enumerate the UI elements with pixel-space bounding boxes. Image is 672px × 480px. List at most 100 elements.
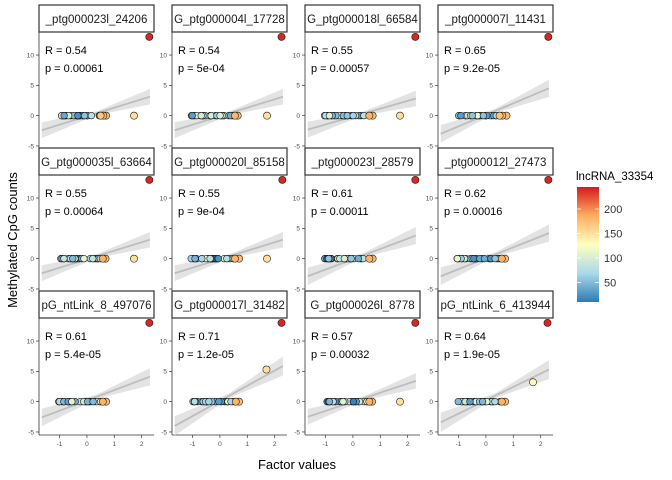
data-point xyxy=(349,398,358,406)
x-tick-label: 0 xyxy=(351,441,355,448)
data-point xyxy=(130,254,138,263)
data-point xyxy=(216,112,224,120)
data-point xyxy=(69,255,77,263)
y-tick-label: -5 xyxy=(294,429,300,436)
legend-colorbar xyxy=(577,187,599,302)
data-point xyxy=(87,112,96,120)
data-point xyxy=(325,398,334,406)
y-tick-label: 0 xyxy=(163,256,167,263)
trend-line xyxy=(41,375,151,419)
panel-r3-c3: G_ptg000026l_8778 -5 0 5 10 -1 0 1 2 R = 0.57 p = … xyxy=(293,290,421,448)
data-point xyxy=(349,112,357,120)
p-value-label: p = 1.2e-05 xyxy=(178,349,234,361)
strip-box xyxy=(171,147,288,176)
y-tick-label: -5 xyxy=(161,286,167,293)
y-tick-label: 5 xyxy=(429,226,433,233)
data-point xyxy=(340,255,348,263)
data-point xyxy=(411,318,420,327)
strip-box xyxy=(38,290,155,319)
strip-label: pG_ntLink_6_413944 xyxy=(441,300,552,312)
y-tick-label: 10 xyxy=(426,52,434,59)
y-tick-label: -5 xyxy=(161,429,167,436)
data-point xyxy=(145,318,154,327)
data-point xyxy=(478,398,487,406)
y-tick-label: 0 xyxy=(30,113,34,120)
strip-label: _ptg000012l_27473 xyxy=(444,157,547,169)
data-point xyxy=(278,175,287,184)
data-point xyxy=(468,112,476,120)
trend-line xyxy=(440,87,550,135)
y-tick-label: 5 xyxy=(30,226,34,233)
x-tick-label: 1 xyxy=(378,441,382,448)
y-tick-label: -5 xyxy=(28,429,34,436)
p-value-label: p = 5.4e-05 xyxy=(45,349,101,361)
strip-box xyxy=(304,290,421,319)
data-point xyxy=(365,111,374,120)
y-tick-label: 0 xyxy=(30,399,34,406)
data-point xyxy=(544,32,553,41)
data-point xyxy=(89,398,97,406)
legend-title: lncRNA_33354 xyxy=(576,171,654,183)
r-value-label: R = 0.55 xyxy=(45,188,87,200)
data-point xyxy=(206,255,214,263)
data-point xyxy=(80,255,88,263)
y-tick-label: 10 xyxy=(426,338,434,345)
data-point xyxy=(263,111,271,120)
data-point xyxy=(263,254,271,263)
data-point xyxy=(497,254,506,263)
y-tick-label: -5 xyxy=(28,286,34,293)
strip-label: G_ptg000018l_66584 xyxy=(307,14,418,26)
y-tick-label: 10 xyxy=(293,338,301,345)
data-point xyxy=(60,112,68,120)
x-tick-label: 1 xyxy=(245,441,249,448)
strip-label: _ptg000023l_28579 xyxy=(311,157,414,169)
y-tick-label: -5 xyxy=(28,143,34,150)
data-point xyxy=(543,318,552,327)
strip-label: G_ptg000020l_85158 xyxy=(174,157,285,169)
x-tick-label: 1 xyxy=(112,441,116,448)
y-tick-label: 0 xyxy=(429,399,433,406)
data-point xyxy=(347,255,355,263)
y-tick-label: 10 xyxy=(160,52,168,59)
y-tick-label: 0 xyxy=(429,113,433,120)
x-tick-label: 1 xyxy=(511,441,515,448)
data-point xyxy=(491,255,499,263)
y-tick-label: -5 xyxy=(294,286,300,293)
data-point xyxy=(325,112,334,120)
y-tick-label: 0 xyxy=(30,256,34,263)
r-value-label: R = 0.55 xyxy=(311,45,353,57)
p-value-label: p = 1.9e-05 xyxy=(444,349,500,361)
data-point xyxy=(89,255,97,263)
strip-label: _ptg000007l_11431 xyxy=(444,14,546,26)
strip-box xyxy=(171,290,288,319)
data-point xyxy=(198,255,206,263)
data-point xyxy=(98,254,107,263)
data-point xyxy=(231,397,240,406)
y-tick-label: -5 xyxy=(427,429,433,436)
p-value-label: p = 9.2e-05 xyxy=(444,63,500,75)
trend-line xyxy=(440,368,550,424)
legend-tick-label: 200 xyxy=(604,204,622,216)
data-point xyxy=(188,112,196,120)
strip-label: G_ptg000026l_8778 xyxy=(310,300,414,312)
panel-r3-c1: pG_ntLink_8_497076 -5 0 5 10 -1 0 1 2 R = 0.61 p =… xyxy=(27,290,155,448)
y-tick-label: 10 xyxy=(160,338,168,345)
strip-box xyxy=(171,4,288,33)
data-point xyxy=(457,112,465,120)
data-point xyxy=(411,175,420,184)
x-tick-label: 2 xyxy=(539,441,543,448)
data-point xyxy=(191,398,199,406)
y-tick-label: 5 xyxy=(163,369,167,376)
x-tick-label: 0 xyxy=(85,441,89,448)
data-point xyxy=(231,111,239,120)
p-value-label: p = 5e-04 xyxy=(178,63,225,75)
data-point xyxy=(325,255,333,263)
data-point xyxy=(231,254,239,263)
